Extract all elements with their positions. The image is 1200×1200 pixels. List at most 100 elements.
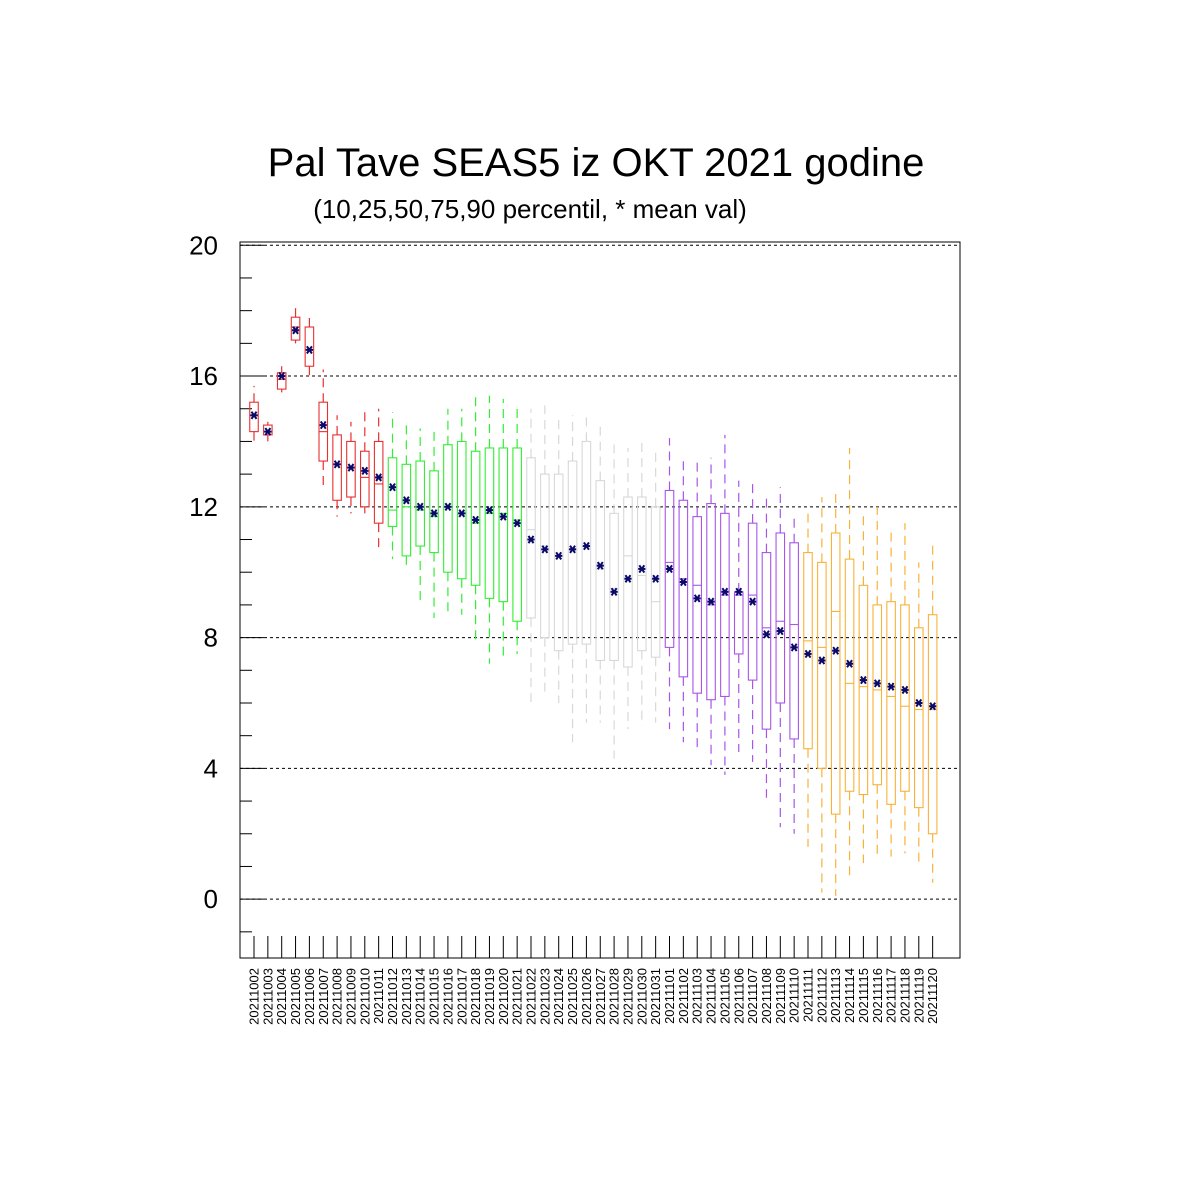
mean-marker (430, 509, 438, 518)
iqr-box (470, 450, 481, 586)
mean-marker (845, 659, 854, 668)
mean-marker (388, 483, 397, 492)
iqr-box (830, 532, 841, 815)
mean-marker (693, 594, 701, 603)
iqr-box (886, 601, 896, 805)
mean-marker (250, 411, 258, 420)
x-tick-label: 20211110 (787, 968, 802, 1023)
box-20211027 (595, 421, 606, 723)
mean-marker (818, 656, 826, 665)
iqr-box (346, 440, 356, 498)
mean-marker (762, 630, 771, 639)
mean-marker (541, 545, 549, 554)
iqr-box (900, 604, 910, 792)
iqr-box (526, 457, 536, 619)
mean-marker (790, 643, 798, 652)
x-tick-label: 20211010 (357, 968, 372, 1025)
box-20211109 (775, 487, 786, 828)
mean-marker (361, 466, 369, 476)
iqr-box (664, 489, 675, 648)
mean-marker (458, 509, 466, 518)
iqr-box (650, 506, 661, 658)
box-20211106 (733, 480, 744, 753)
mean-marker (929, 702, 937, 711)
y-tick-labels: 0 4 8 12 16 20 (189, 230, 218, 914)
mean-marker (832, 646, 840, 655)
mean-marker (749, 597, 757, 606)
box-20211030 (636, 441, 647, 726)
iqr-box (858, 584, 869, 796)
iqr-box (761, 552, 772, 730)
mean-marker (596, 561, 604, 570)
iqr-box (498, 447, 509, 603)
x-tick-label: 20211028 (607, 968, 622, 1025)
x-tick-label: 20211119 (911, 968, 926, 1023)
x-tick-label: 20211116 (870, 968, 885, 1023)
x-tick-label: 20211015 (427, 968, 442, 1025)
box-20211021 (512, 405, 522, 654)
box-20211108 (761, 493, 772, 798)
iqr-box (927, 614, 938, 835)
box-20211112 (817, 497, 827, 893)
mean-marker (665, 564, 674, 574)
box-20211019 (484, 395, 495, 664)
iqr-box (720, 512, 730, 697)
box-20211011 (373, 408, 384, 553)
iqr-box (443, 444, 453, 573)
x-tick-label: 20211009 (343, 968, 358, 1025)
mean-marker (444, 502, 452, 511)
x-tick-label: 20211013 (399, 968, 414, 1025)
box-20211013 (401, 421, 412, 569)
x-tick-label: 20211022 (524, 968, 539, 1025)
iqr-box (623, 496, 633, 668)
box-20211114 (844, 447, 855, 877)
mean-marker (610, 587, 618, 596)
box-20211005 (290, 307, 301, 344)
iqr-box (789, 542, 799, 740)
box-20211026 (581, 415, 592, 723)
box-20211119 (913, 562, 924, 867)
iqr-box (817, 561, 827, 769)
box-20211022 (526, 408, 536, 703)
x-tick-label: 20211005 (288, 968, 303, 1025)
box-20211120 (927, 542, 938, 883)
box-20211016 (443, 408, 453, 615)
mean-marker (901, 685, 909, 695)
x-tick-label: 20211014 (413, 968, 428, 1025)
box-20211025 (567, 415, 578, 743)
x-tick-label: 20211029 (620, 968, 635, 1025)
gridlines (240, 244, 960, 900)
x-tick-label: 20211004 (274, 968, 289, 1025)
x-tick-label: 20211117 (884, 968, 899, 1023)
iqr-box (803, 552, 813, 750)
x-tick-label: 20211016 (440, 968, 455, 1025)
box-20211117 (886, 529, 896, 857)
box-20211105 (720, 434, 730, 775)
iqr-box (775, 532, 786, 704)
y-minor-ticks (240, 277, 252, 933)
mean-marker (859, 675, 867, 685)
iqr-box (373, 440, 384, 524)
x-tick-label: 20211008 (330, 968, 345, 1025)
iqr-box (359, 450, 370, 508)
x-tick-label: 20211031 (648, 968, 663, 1025)
box-20211015 (429, 428, 439, 618)
x-tick-label: 20211104 (704, 968, 719, 1024)
y-tick-label: 16 (189, 361, 218, 391)
box-20211103 (692, 461, 703, 749)
mean-marker (624, 574, 632, 583)
y-tick-label: 20 (189, 230, 218, 260)
box-20211010 (359, 408, 370, 514)
iqr-box (540, 473, 550, 639)
iqr-box (263, 424, 273, 436)
iqr-box (429, 470, 439, 554)
box-20211107 (747, 480, 758, 762)
x-tick-label: 20211025 (565, 968, 580, 1025)
iqr-box (456, 440, 467, 580)
mean-marker (679, 577, 687, 587)
iqr-box (733, 591, 744, 655)
iqr-box (609, 512, 619, 662)
mean-marker (804, 649, 812, 659)
mean-marker (652, 574, 660, 583)
